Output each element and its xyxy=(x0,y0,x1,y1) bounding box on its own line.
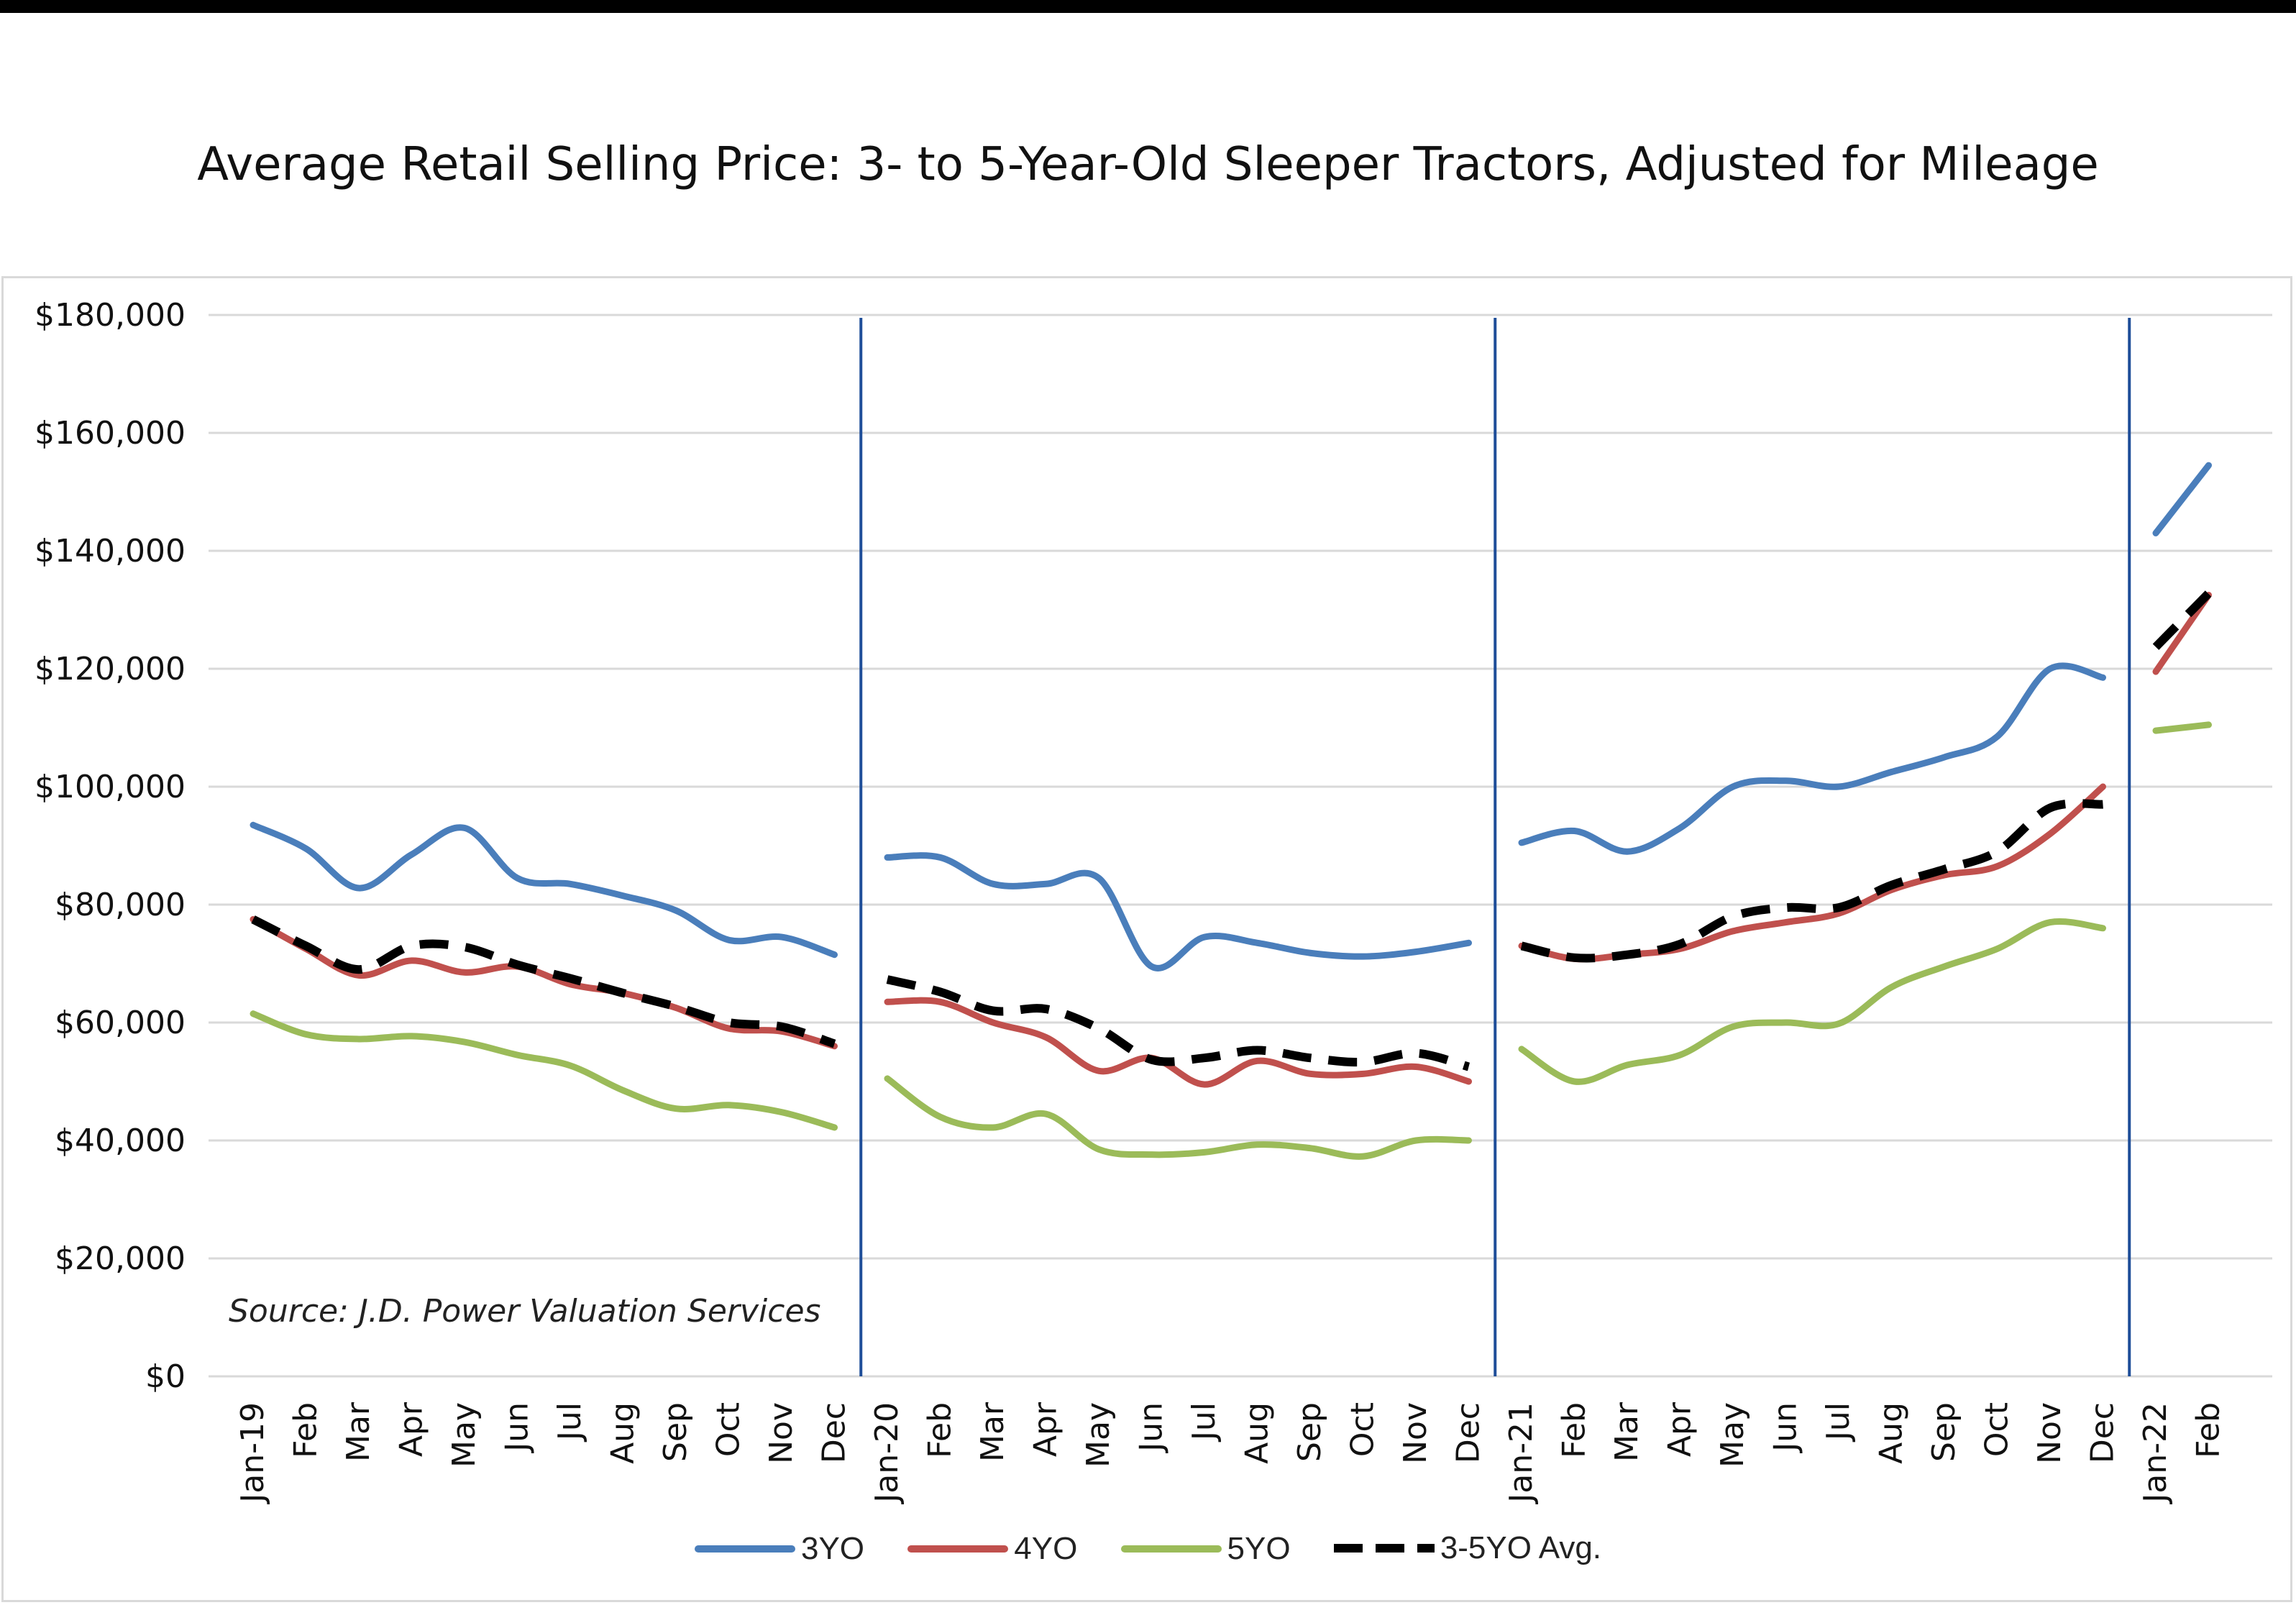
x-tick-label: Aug xyxy=(605,1402,641,1464)
x-tick-label: Oct xyxy=(1345,1402,1381,1457)
source-note: Source: J.D. Power Valuation Services xyxy=(229,1293,820,1330)
top-border-bar xyxy=(0,0,2296,13)
series-line-3-5yo-avg--segment-3 xyxy=(2152,590,2212,650)
series-line-5yo-segment-1 xyxy=(884,1075,1472,1160)
x-tick-label: Feb xyxy=(2190,1402,2227,1458)
legend-item-5yo: 5YO xyxy=(1120,1531,1291,1567)
y-tick-label: $60,000 xyxy=(55,1005,186,1041)
legend-swatch-5yo xyxy=(1120,1545,1222,1553)
x-tick-label: Feb xyxy=(1556,1402,1593,1458)
x-tick-label: Aug xyxy=(1239,1402,1276,1464)
y-tick-label: $20,000 xyxy=(55,1240,186,1277)
x-tick-label: Jul xyxy=(1186,1402,1222,1442)
legend-item-3yo: 3YO xyxy=(694,1531,865,1567)
x-tick-label: Nov xyxy=(1397,1402,1434,1464)
x-tick-label: Jun xyxy=(499,1402,536,1454)
x-tick-label: May xyxy=(1714,1402,1751,1468)
series-line-3-5yo-avg--segment-2 xyxy=(1520,799,2103,963)
x-tick-label: Oct xyxy=(710,1402,747,1457)
x-tick-label: Feb xyxy=(288,1402,324,1458)
x-tick-label: May xyxy=(1080,1402,1117,1468)
x-tick-label: Feb xyxy=(922,1402,959,1458)
x-tick-label: Mar xyxy=(340,1401,377,1462)
y-tick-label: $140,000 xyxy=(35,533,186,570)
y-tick-label: $100,000 xyxy=(35,769,186,805)
x-tick-label: Jul xyxy=(1820,1402,1857,1442)
series-line-4yo-segment-1 xyxy=(884,997,1472,1088)
x-tick-label: Sep xyxy=(1291,1402,1328,1462)
series-line-3-5yo-avg--segment-0 xyxy=(251,915,836,1048)
series-line-3-5yo-avg--segment-1 xyxy=(886,975,1471,1071)
x-tick-label: Apr xyxy=(1662,1401,1698,1457)
x-tick-label: Jan-22 xyxy=(2137,1402,2174,1505)
x-tick-label: Jun xyxy=(1133,1402,1170,1454)
series-line-3yo-segment-3 xyxy=(2152,462,2212,536)
series-line-5yo-segment-3 xyxy=(2152,721,2212,734)
x-tick-label: Jun xyxy=(1767,1402,1804,1454)
x-tick-label: Jan-19 xyxy=(234,1402,271,1505)
y-tick-label: $180,000 xyxy=(35,297,186,334)
x-tick-label: Apr xyxy=(393,1401,430,1457)
x-tick-label: Aug xyxy=(1873,1402,1910,1464)
x-tick-label: Mar xyxy=(1609,1401,1645,1462)
x-tick-label: May xyxy=(446,1402,482,1468)
y-tick-label: $80,000 xyxy=(55,887,186,923)
x-tick-label: Mar xyxy=(974,1401,1011,1462)
x-tick-label: Sep xyxy=(657,1402,694,1462)
legend-swatch-avg xyxy=(1333,1544,1435,1553)
series-line-3yo-segment-0 xyxy=(250,821,838,959)
legend-swatch-3yo xyxy=(694,1545,795,1553)
legend-label-4yo: 4YO xyxy=(1014,1531,1078,1566)
x-tick-label: Jan-21 xyxy=(1503,1402,1540,1505)
x-tick-label: Dec xyxy=(2085,1402,2121,1463)
y-tick-label: $160,000 xyxy=(35,415,186,452)
legend-swatch-4yo xyxy=(907,1545,1009,1553)
series-line-5yo-segment-0 xyxy=(250,1010,838,1131)
y-tick-label: $0 xyxy=(145,1358,186,1395)
chart-title: Average Retail Selling Price: 3- to 5-Ye… xyxy=(197,138,2099,191)
x-tick-label: Apr xyxy=(1028,1401,1064,1457)
x-tick-label: Nov xyxy=(763,1402,800,1464)
x-tick-label: Oct xyxy=(1979,1402,2016,1457)
chart-legend: 3YO 4YO 5YO 3-5YO Avg. xyxy=(0,1524,2296,1567)
x-tick-label: Sep xyxy=(1926,1402,1962,1462)
chart-frame xyxy=(1,276,2292,1602)
series-line-3yo-segment-1 xyxy=(884,852,1472,971)
legend-label-avg: 3-5YO Avg. xyxy=(1440,1530,1602,1565)
x-tick-label: Jan-20 xyxy=(869,1402,905,1505)
y-tick-label: $120,000 xyxy=(35,651,186,687)
x-tick-label: Dec xyxy=(1450,1402,1487,1463)
x-tick-label: Dec xyxy=(816,1402,853,1463)
legend-item-avg: 3-5YO Avg. xyxy=(1333,1530,1602,1566)
legend-item-4yo: 4YO xyxy=(907,1531,1077,1567)
series-line-5yo-segment-2 xyxy=(1518,918,2106,1085)
legend-label-3yo: 3YO xyxy=(800,1531,865,1566)
series-line-4yo-segment-2 xyxy=(1518,783,2106,963)
x-tick-label: Nov xyxy=(2031,1402,2068,1464)
x-tick-label: Jul xyxy=(552,1402,588,1442)
y-tick-label: $40,000 xyxy=(55,1122,186,1159)
series-line-3yo-segment-2 xyxy=(1518,662,2106,855)
legend-label-5yo: 5YO xyxy=(1227,1531,1291,1566)
